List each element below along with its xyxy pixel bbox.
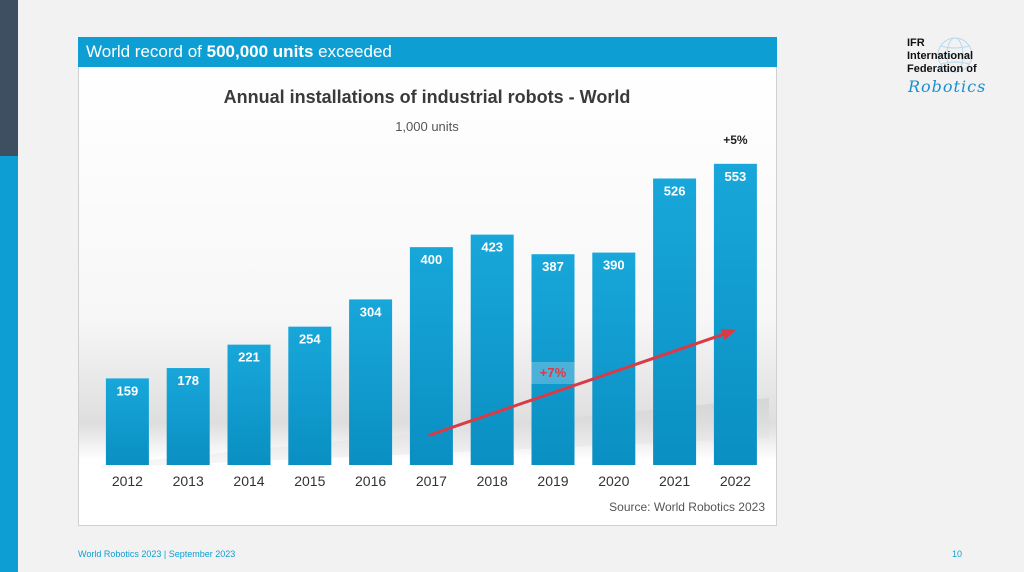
x-tick-label-2020: 2020 [598, 473, 629, 489]
chart-title: Annual installations of industrial robot… [224, 87, 631, 107]
trend-arrowhead [720, 328, 736, 341]
bar-value-label-2022: 553 [725, 169, 747, 184]
x-tick-label-2019: 2019 [537, 473, 568, 489]
x-tick-label-2021: 2021 [659, 473, 690, 489]
banner-highlight: 500,000 units [206, 42, 314, 61]
ifr-logo[interactable]: IFR International Federation of Robotics [907, 37, 1007, 99]
bar-value-label-2016: 304 [360, 304, 382, 319]
x-tick-label-2015: 2015 [294, 473, 325, 489]
x-tick-label-2014: 2014 [233, 473, 264, 489]
bar-2016 [349, 299, 393, 465]
trend-label: +7% [540, 365, 567, 380]
logo-script-robotics: Robotics [908, 77, 987, 96]
bar-value-label-2012: 159 [117, 383, 139, 398]
page-number: 10 [952, 549, 963, 559]
bar-2013 [166, 368, 210, 465]
logo-line-ifr: IFR [907, 37, 925, 49]
bar-value-label-2015: 254 [299, 332, 321, 347]
logo-text: IFR International Federation of [907, 37, 977, 76]
bar-value-label-2021: 526 [664, 184, 686, 199]
x-tick-label-2018: 2018 [477, 473, 508, 489]
growth-label: +5% [723, 133, 748, 147]
installations-bar-chart: Annual installations of industrial robot… [79, 68, 776, 524]
bar-2020 [592, 252, 636, 465]
left-accent-dark-strip [0, 0, 18, 156]
bar-2022 [713, 163, 757, 465]
banner-suffix: exceeded [313, 42, 392, 61]
x-tick-label-2017: 2017 [416, 473, 447, 489]
trend-line [428, 333, 725, 437]
left-accent-blue-strip [0, 156, 18, 572]
logo-line-international: International [907, 50, 974, 62]
bar-value-label-2018: 423 [481, 240, 503, 255]
bar-value-label-2017: 400 [421, 252, 443, 267]
bar-2017 [409, 247, 453, 465]
x-tick-label-2022: 2022 [720, 473, 751, 489]
globe-icon [937, 37, 973, 73]
bar-value-label-2014: 221 [238, 350, 260, 365]
bar-2014 [227, 344, 271, 465]
logo-line-federation: Federation of [907, 63, 977, 75]
bar-2021 [653, 178, 697, 465]
source-note: Source: World Robotics 2023 [609, 500, 765, 514]
x-tick-label-2016: 2016 [355, 473, 386, 489]
bar-2015 [288, 326, 332, 465]
bar-value-label-2019: 387 [542, 259, 564, 274]
bars-layer: 159 2012 178 2013 221 2014 254 2015 304 2016 400 20… [105, 163, 757, 489]
x-tick-label-2013: 2013 [173, 473, 204, 489]
headline-banner: World record of 500,000 units exceeded [78, 37, 777, 67]
footer-left-text: World Robotics 2023 | September 2023 [78, 549, 236, 559]
trend-label-background [531, 362, 575, 384]
x-tick-label-2012: 2012 [112, 473, 143, 489]
banner-prefix: World record of [86, 42, 207, 61]
bar-2019 [531, 254, 575, 465]
bar-2018 [470, 234, 514, 465]
bar-value-label-2013: 178 [177, 373, 199, 388]
bar-value-label-2020: 390 [603, 258, 625, 273]
chart-subtitle: 1,000 units [395, 119, 459, 134]
bar-2012 [105, 378, 149, 465]
trend-arrow [428, 328, 736, 437]
